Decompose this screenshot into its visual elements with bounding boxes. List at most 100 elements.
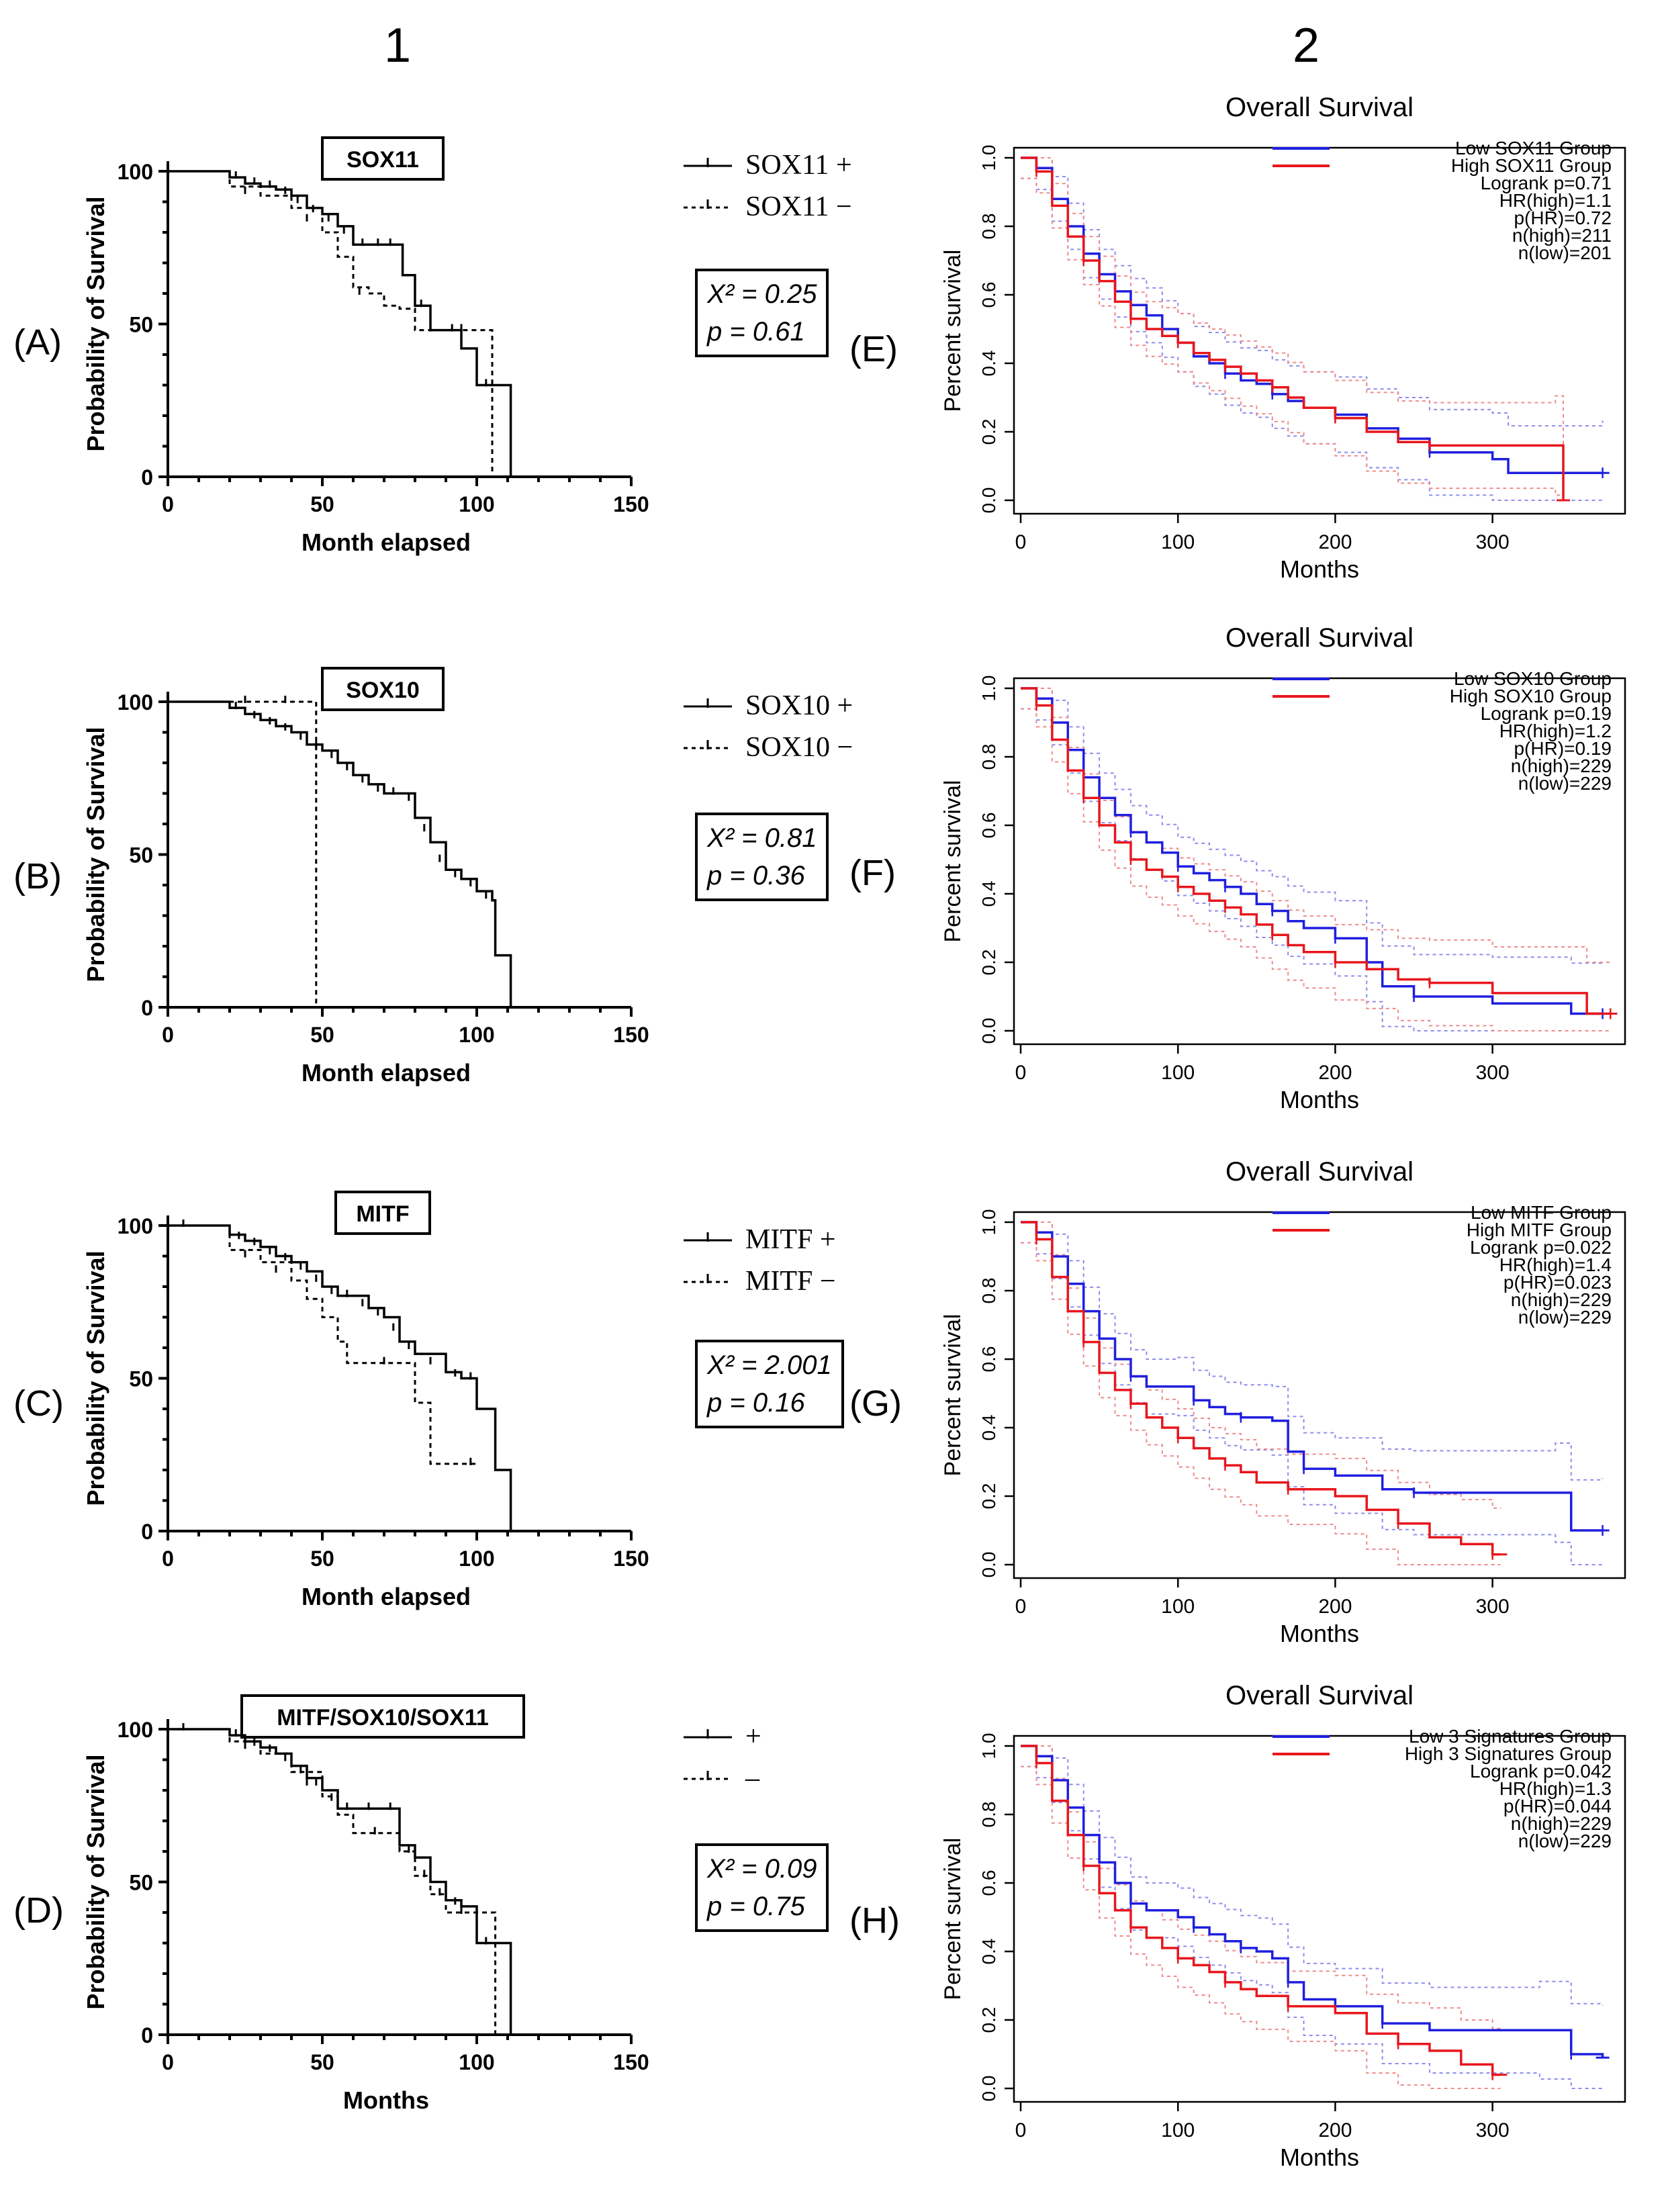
- dotted-line-symbol: [684, 1771, 732, 1780]
- y-tick-label: 0.2: [978, 950, 999, 976]
- stats-box: X² = 0.25 p = 0.61: [695, 269, 829, 357]
- confidence-lower: [1021, 1242, 1603, 1565]
- gepia-chart-E: Overall Survival 0 100 200 300 0.0 0.2 0.4 0.6 0.…: [940, 93, 1626, 583]
- y-tick-label: 0.4: [978, 1415, 999, 1441]
- legend-stat: p(HR)=0.044: [1503, 1796, 1612, 1816]
- confidence-lower: [1021, 1765, 1501, 2089]
- confidence-lower: [1021, 177, 1565, 500]
- km-curve-negative: [168, 1728, 497, 2035]
- confidence-upper: [1021, 1745, 1501, 2029]
- confidence-upper: [1021, 1222, 1501, 1509]
- km-curve-positive: [168, 170, 512, 477]
- km-title-box: [334, 1191, 431, 1235]
- km-legend-label: SOX10 −: [745, 732, 853, 763]
- gepia-title: Overall Survival: [1225, 623, 1414, 653]
- km-curve-positive: [168, 700, 512, 1007]
- column-heading-1: 1: [384, 19, 412, 73]
- chi-square-value: X² = 0.25: [707, 279, 817, 309]
- y-tick-label: 100: [118, 160, 153, 184]
- confidence-lower: [1021, 708, 1611, 1031]
- y-tick-label: 0.4: [978, 881, 999, 907]
- legend-stat: p(HR)=0.72: [1514, 208, 1612, 228]
- low-group-curve: [1021, 156, 1603, 474]
- y-tick-label: 50: [129, 313, 153, 337]
- y-tick-label: 0.6: [978, 1870, 999, 1896]
- y-tick-label: 0.6: [978, 1346, 999, 1373]
- legend-stat: HR(high)=1.3: [1499, 1778, 1612, 1799]
- y-tick-label: 0.2: [978, 2007, 999, 2033]
- x-tick-label: 0: [162, 1547, 174, 1571]
- y-tick-label: 1.0: [978, 1733, 999, 1759]
- y-tick-label: 0.2: [978, 419, 999, 445]
- x-tick-label: 300: [1476, 531, 1510, 553]
- km-legend-label: SOX10 +: [745, 690, 853, 721]
- legend-label: Low SOX11 Group: [1455, 138, 1612, 158]
- x-tick-label: 300: [1476, 1596, 1510, 1618]
- km-title: SOX11: [346, 147, 419, 173]
- km-legend-label: MITF +: [745, 1224, 836, 1255]
- x-tick-label: 100: [1161, 2119, 1195, 2141]
- x-tick-label: 0: [1015, 531, 1027, 553]
- y-tick-label: 0.8: [978, 1278, 999, 1304]
- legend-stat: HR(high)=1.2: [1499, 721, 1612, 741]
- y-tick-label: 0.8: [978, 214, 999, 240]
- y-tick-label: 0: [141, 996, 153, 1020]
- x-tick-label: 300: [1476, 1062, 1510, 1084]
- x-axis-label: Months: [343, 2086, 429, 2114]
- legend-stat: Logrank p=0.71: [1481, 173, 1612, 193]
- column-heading-2: 2: [1293, 19, 1320, 73]
- x-tick-label: 200: [1318, 2119, 1352, 2141]
- chi-square-value: X² = 0.09: [707, 1854, 817, 1884]
- solid-line-symbol: [684, 698, 732, 708]
- panel-letter-D: (D): [13, 1890, 64, 1931]
- legend-stat: Logrank p=0.022: [1470, 1237, 1612, 1258]
- km-curve-positive: [168, 1728, 512, 2035]
- km-chart-C: MITF 0 50 100 150 0 50 100 Month elapsed Probabil…: [82, 1191, 649, 1610]
- legend-label: Low MITF Group: [1471, 1202, 1612, 1223]
- y-axis-label: Probability of Survival: [82, 1250, 109, 1506]
- gepia-chart-F: Overall Survival 0 100 200 300 0.0 0.2 0.4 0.6 0.…: [940, 623, 1626, 1113]
- y-tick-label: 50: [129, 1367, 153, 1391]
- y-tick-label: 0.8: [978, 1802, 999, 1828]
- solid-line-symbol: [684, 1232, 732, 1242]
- dotted-line-symbol: [684, 1274, 732, 1283]
- chi-square-value: X² = 0.81: [707, 823, 817, 853]
- y-tick-label: 0.0: [978, 488, 999, 514]
- x-axis-label: Months: [1280, 2144, 1359, 2171]
- legend-stat: n(low)=229: [1518, 1307, 1612, 1328]
- y-tick-label: 50: [129, 843, 153, 868]
- gepia-title: Overall Survival: [1225, 1157, 1414, 1187]
- km-legend-label: SOX11 −: [745, 191, 852, 222]
- confidence-upper: [1021, 157, 1604, 427]
- y-tick-label: 0.4: [978, 1939, 999, 1965]
- x-tick-label: 300: [1476, 2119, 1510, 2141]
- km-curve-negative: [168, 1224, 477, 1465]
- x-tick-label: 150: [613, 1023, 649, 1047]
- p-value: p = 0.16: [707, 1388, 805, 1418]
- low-group-curve: [1021, 687, 1603, 1015]
- legend-stat: n(high)=229: [1511, 1289, 1612, 1310]
- km-legend-label: MITF −: [745, 1266, 836, 1297]
- panel-letter-C: (C): [13, 1383, 64, 1424]
- x-tick-label: 0: [1015, 2119, 1027, 2141]
- legend-stat: n(low)=229: [1518, 773, 1612, 794]
- stats-box: X² = 0.81 p = 0.36: [695, 813, 829, 901]
- solid-line-symbol: [684, 158, 732, 167]
- x-tick-label: 100: [1161, 1062, 1195, 1084]
- stats-box: X² = 0.09 p = 0.75: [695, 1843, 829, 1932]
- legend-stat: n(low)=201: [1518, 242, 1612, 263]
- panel-letter-H: (H): [849, 1900, 900, 1941]
- y-tick-label: 100: [118, 1214, 153, 1238]
- y-tick-label: 1.0: [978, 1209, 999, 1236]
- high-group-curve: [1021, 1745, 1501, 2076]
- x-axis-label: Months: [1280, 555, 1359, 583]
- x-tick-label: 100: [459, 1023, 494, 1047]
- legend-label: High MITF Group: [1467, 1219, 1612, 1240]
- x-tick-label: 200: [1318, 1596, 1352, 1618]
- high-group-curve: [1021, 1221, 1501, 1556]
- km-curve-negative: [168, 700, 318, 1007]
- legend-stat: Logrank p=0.042: [1470, 1761, 1612, 1782]
- legend-stat: HR(high)=1.4: [1499, 1254, 1612, 1275]
- legend-stat: n(high)=211: [1512, 225, 1612, 246]
- y-tick-label: 100: [118, 1718, 153, 1742]
